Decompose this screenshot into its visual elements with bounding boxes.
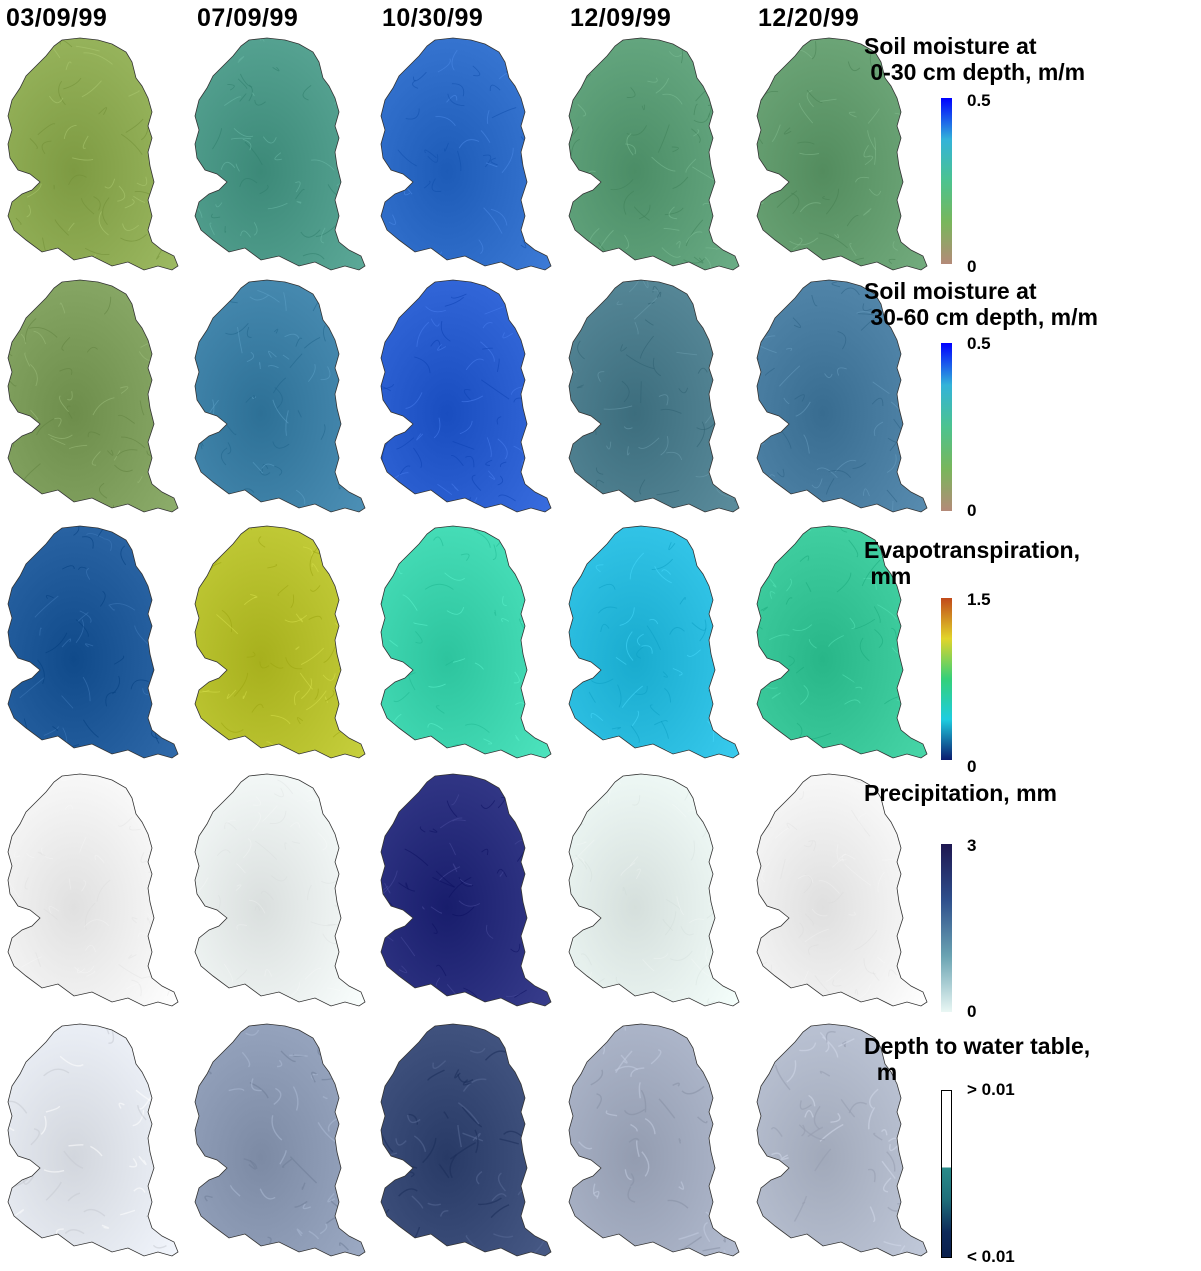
legend-title-soil-moisture-0-30: Soil moisture at 0-30 cm depth, m/m xyxy=(864,33,1086,85)
date-header-1: 03/09/99 xyxy=(6,4,108,32)
map-panel-soil-moisture-0-30-4 xyxy=(563,34,743,284)
map-panel-soil-moisture-0-30-3 xyxy=(375,34,555,284)
basin-map xyxy=(7,1023,179,1257)
colorbar-precipitation xyxy=(941,844,952,1012)
colorbar-min-label: < 0.01 xyxy=(967,1247,1015,1266)
legend-title-soil-moisture-30-60: Soil moisture at 30-60 cm depth, m/m xyxy=(864,278,1098,330)
basin-map xyxy=(7,279,179,513)
map-panel-depth-to-water-table-4 xyxy=(563,1020,743,1270)
colorbar-max-label: 3 xyxy=(967,836,977,855)
legend-title-precipitation: Precipitation, mm xyxy=(864,780,1057,806)
map-panel-evapotranspiration-3 xyxy=(375,522,555,772)
basin-map xyxy=(380,37,552,271)
map-panel-precipitation-1 xyxy=(2,770,182,1020)
colorbar-evapotranspiration xyxy=(941,598,952,760)
colorbar-depth-to-water-table xyxy=(941,1090,952,1258)
basin-map xyxy=(194,773,366,1007)
basin-map xyxy=(380,773,552,1007)
colorbar-max-label: 1.5 xyxy=(967,590,991,609)
basin-map xyxy=(756,525,928,759)
colorbar-max-label: 0.5 xyxy=(967,334,991,353)
map-panel-evapotranspiration-4 xyxy=(563,522,743,772)
basin-map xyxy=(568,1023,740,1257)
map-panel-evapotranspiration-2 xyxy=(189,522,369,772)
basin-map xyxy=(756,37,928,271)
basin-map xyxy=(194,37,366,271)
map-panel-soil-moisture-0-30-1 xyxy=(2,34,182,284)
basin-map xyxy=(756,279,928,513)
map-panel-soil-moisture-30-60-3 xyxy=(375,276,555,526)
map-panel-depth-to-water-table-1 xyxy=(2,1020,182,1270)
map-panel-precipitation-3 xyxy=(375,770,555,1020)
map-panel-depth-to-water-table-2 xyxy=(189,1020,369,1270)
map-panel-precipitation-5 xyxy=(751,770,931,1020)
map-panel-soil-moisture-30-60-5 xyxy=(751,276,931,526)
date-header-4: 12/09/99 xyxy=(570,4,672,32)
basin-map xyxy=(568,37,740,271)
map-panel-precipitation-4 xyxy=(563,770,743,1020)
colorbar-min-label: 0 xyxy=(967,1002,977,1021)
colorbar-soil-moisture-30-60 xyxy=(941,343,952,511)
basin-map xyxy=(7,37,179,271)
basin-map xyxy=(568,279,740,513)
date-header-2: 07/09/99 xyxy=(197,4,299,32)
basin-map xyxy=(194,1023,366,1257)
legend-title-depth-to-water-table: Depth to water table, m xyxy=(864,1033,1091,1085)
colorbar-max-label: 0.5 xyxy=(967,91,991,110)
date-header-5: 12/20/99 xyxy=(758,4,860,32)
basin-map xyxy=(568,773,740,1007)
date-header-3: 10/30/99 xyxy=(382,4,484,32)
basin-map xyxy=(7,773,179,1007)
basin-map xyxy=(568,525,740,759)
map-panel-evapotranspiration-1 xyxy=(2,522,182,772)
basin-map xyxy=(380,525,552,759)
basin-map xyxy=(380,1023,552,1257)
map-panel-soil-moisture-0-30-5 xyxy=(751,34,931,284)
basin-map xyxy=(7,525,179,759)
colorbar-max-label: > 0.01 xyxy=(967,1080,1015,1099)
map-panel-soil-moisture-30-60-2 xyxy=(189,276,369,526)
basin-map xyxy=(194,525,366,759)
basin-map xyxy=(756,773,928,1007)
colorbar-soil-moisture-0-30 xyxy=(941,98,952,264)
basin-map xyxy=(194,279,366,513)
map-panel-soil-moisture-30-60-1 xyxy=(2,276,182,526)
map-panel-depth-to-water-table-3 xyxy=(375,1020,555,1270)
basin-map xyxy=(380,279,552,513)
colorbar-min-label: 0 xyxy=(967,501,977,520)
map-panel-depth-to-water-table-5 xyxy=(751,1020,931,1270)
legend-title-evapotranspiration: Evapotranspiration, mm xyxy=(864,537,1080,589)
colorbar-min-label: 0 xyxy=(967,257,977,276)
map-panel-evapotranspiration-5 xyxy=(751,522,931,772)
map-panel-soil-moisture-30-60-4 xyxy=(563,276,743,526)
colorbar-min-label: 0 xyxy=(967,757,977,776)
map-panel-precipitation-2 xyxy=(189,770,369,1020)
basin-map xyxy=(756,1023,928,1257)
map-panel-soil-moisture-0-30-2 xyxy=(189,34,369,284)
